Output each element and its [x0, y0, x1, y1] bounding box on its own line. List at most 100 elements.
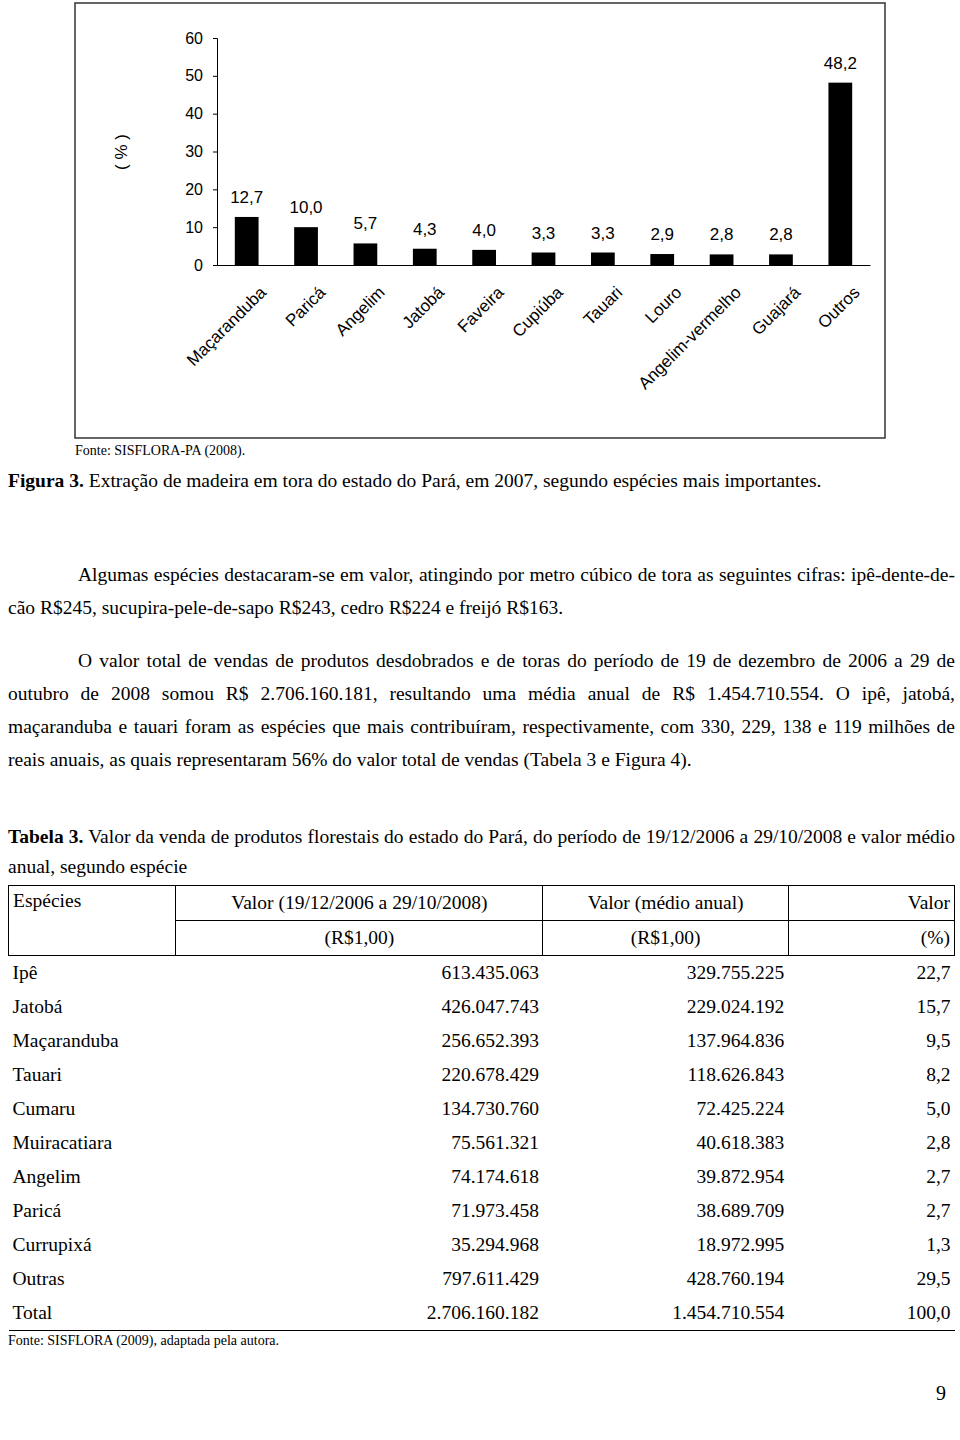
table-cell: 38.689.709: [543, 1194, 788, 1228]
table-cell: Total: [9, 1296, 176, 1331]
figure-source: Fonte: SISFLORA-PA (2008).: [75, 443, 245, 459]
table-row: Angelim74.174.61839.872.9542,7: [9, 1160, 955, 1194]
bar: [710, 254, 734, 265]
table-cell: 428.760.194: [543, 1262, 788, 1296]
table-cell: 9,5: [788, 1024, 954, 1058]
data-table: EspéciesValor (19/12/2006 a 29/10/2008)V…: [8, 885, 955, 1331]
header-cell: Valor (19/12/2006 a 29/10/2008): [176, 886, 543, 921]
table-label: Tabela 3.: [8, 826, 83, 847]
y-tick-mark: [213, 227, 217, 228]
table-cell: 18.972.995: [543, 1228, 788, 1262]
x-axis: MaçarandubaParicáAngelimJatobáFaveiraCup…: [183, 265, 870, 393]
table-cell: 8,2: [788, 1058, 954, 1092]
table-row: Tauari220.678.429118.626.8438,2: [9, 1058, 955, 1092]
data-label: 2,8: [769, 225, 793, 244]
table-cell: 329.755.225: [543, 956, 788, 991]
y-tick-mark: [213, 76, 217, 77]
y-tick: 40: [185, 105, 217, 122]
y-tick: 20: [185, 181, 217, 198]
x-tick: Guajará: [748, 265, 805, 339]
paragraph: Algumas espécies destacaram-se em valor,…: [8, 558, 955, 624]
table-cell: Ipê: [9, 956, 176, 991]
y-axis-title: ( % ): [112, 134, 131, 170]
bar: [828, 83, 852, 265]
bar: [294, 227, 318, 265]
header-row: EspéciesValor (19/12/2006 a 29/10/2008)V…: [9, 886, 955, 921]
chart-frame: [75, 3, 885, 438]
table-row: Outras797.611.429428.760.19429,5: [9, 1262, 955, 1296]
table-row: Paricá71.973.45838.689.7092,7: [9, 1194, 955, 1228]
header-cell: Valor (médio anual): [543, 886, 788, 921]
data-label: 2,8: [710, 225, 734, 244]
table-cell: Currupixá: [9, 1228, 176, 1262]
bar: [650, 254, 674, 265]
table-cell: Paricá: [9, 1194, 176, 1228]
x-tick-label: Paricá: [282, 282, 330, 330]
x-tick: Paricá: [282, 265, 330, 330]
paragraph: O valor total de vendas de produtos desd…: [8, 644, 955, 776]
table-cell: 72.425.224: [543, 1092, 788, 1126]
table-row: Muiracatiara75.561.32140.618.3832,8: [9, 1126, 955, 1160]
x-axis-line: [218, 265, 871, 266]
y-tick-label: 40: [185, 105, 203, 122]
y-tick-label: 50: [185, 67, 203, 84]
table-caption: Tabela 3. Valor da venda de produtos flo…: [8, 822, 955, 882]
data-label: 10,0: [289, 198, 322, 217]
x-tick: Angelim-vermelho: [635, 265, 745, 393]
table-cell: 35.294.968: [176, 1228, 543, 1262]
x-tick: Cupiúba: [509, 265, 568, 341]
table-cell: 75.561.321: [176, 1126, 543, 1160]
y-tick-mark: [213, 114, 217, 115]
bar: [769, 254, 793, 265]
y-tick: 60: [185, 30, 217, 47]
table-cell: 118.626.843: [543, 1058, 788, 1092]
table-cell: Angelim: [9, 1160, 176, 1194]
table-cell: 29,5: [788, 1262, 954, 1296]
y-tick-mark: [213, 189, 217, 190]
table-cell: Outras: [9, 1262, 176, 1296]
units-cell: (R$1,00): [543, 921, 788, 956]
table-cell: 2.706.160.182: [176, 1296, 543, 1331]
x-tick: Outros: [814, 265, 864, 332]
table-cell: 797.611.429: [176, 1262, 543, 1296]
y-tick-label: 30: [185, 143, 203, 160]
x-tick-label: Outros: [814, 283, 864, 333]
table-cell: 5,0: [788, 1092, 954, 1126]
bar: [354, 243, 378, 265]
table-cell: 137.964.836: [543, 1024, 788, 1058]
table-cell: 2,7: [788, 1160, 954, 1194]
y-tick-label: 20: [185, 181, 203, 198]
data-label: 4,3: [413, 220, 437, 239]
y-tick-mark: [213, 265, 217, 266]
x-tick-label: Cupiúba: [509, 282, 568, 341]
table-cell: 100,0: [788, 1296, 954, 1331]
x-tick: Maçaranduba: [183, 265, 270, 370]
y-axis: 0 10 20 30 40 50 60: [185, 30, 217, 274]
bar: [413, 249, 437, 265]
y-tick: 0: [194, 257, 217, 274]
y-tick: 10: [185, 219, 217, 236]
table-cell: 134.730.760: [176, 1092, 543, 1126]
table-caption-text: Valor da venda de produtos florestais do…: [8, 826, 955, 877]
table-cell: 256.652.393: [176, 1024, 543, 1058]
table-cell: 74.174.618: [176, 1160, 543, 1194]
x-tick-label: Angelim: [332, 283, 389, 340]
table-row: Maçaranduba256.652.393137.964.8369,5: [9, 1024, 955, 1058]
page-number: 9: [936, 1382, 946, 1405]
table-cell: Muiracatiara: [9, 1126, 176, 1160]
y-axis-line: [213, 39, 218, 266]
table-cell: Tauari: [9, 1058, 176, 1092]
bar: [472, 250, 496, 265]
table-cell: 1,3: [788, 1228, 954, 1262]
data-label: 2,9: [650, 225, 674, 244]
x-tick-label: Jatobá: [399, 282, 449, 332]
x-tick: Jatobá: [399, 265, 449, 332]
table-cell: 229.024.192: [543, 990, 788, 1024]
data-label: 3,3: [532, 224, 556, 243]
table-cell: 2,7: [788, 1194, 954, 1228]
x-tick: Angelim: [332, 265, 389, 340]
y-tick-mark: [213, 38, 217, 39]
units-cell: (R$1,00): [176, 921, 543, 956]
table-cell: 613.435.063: [176, 956, 543, 991]
table-row: Currupixá35.294.96818.972.9951,3: [9, 1228, 955, 1262]
